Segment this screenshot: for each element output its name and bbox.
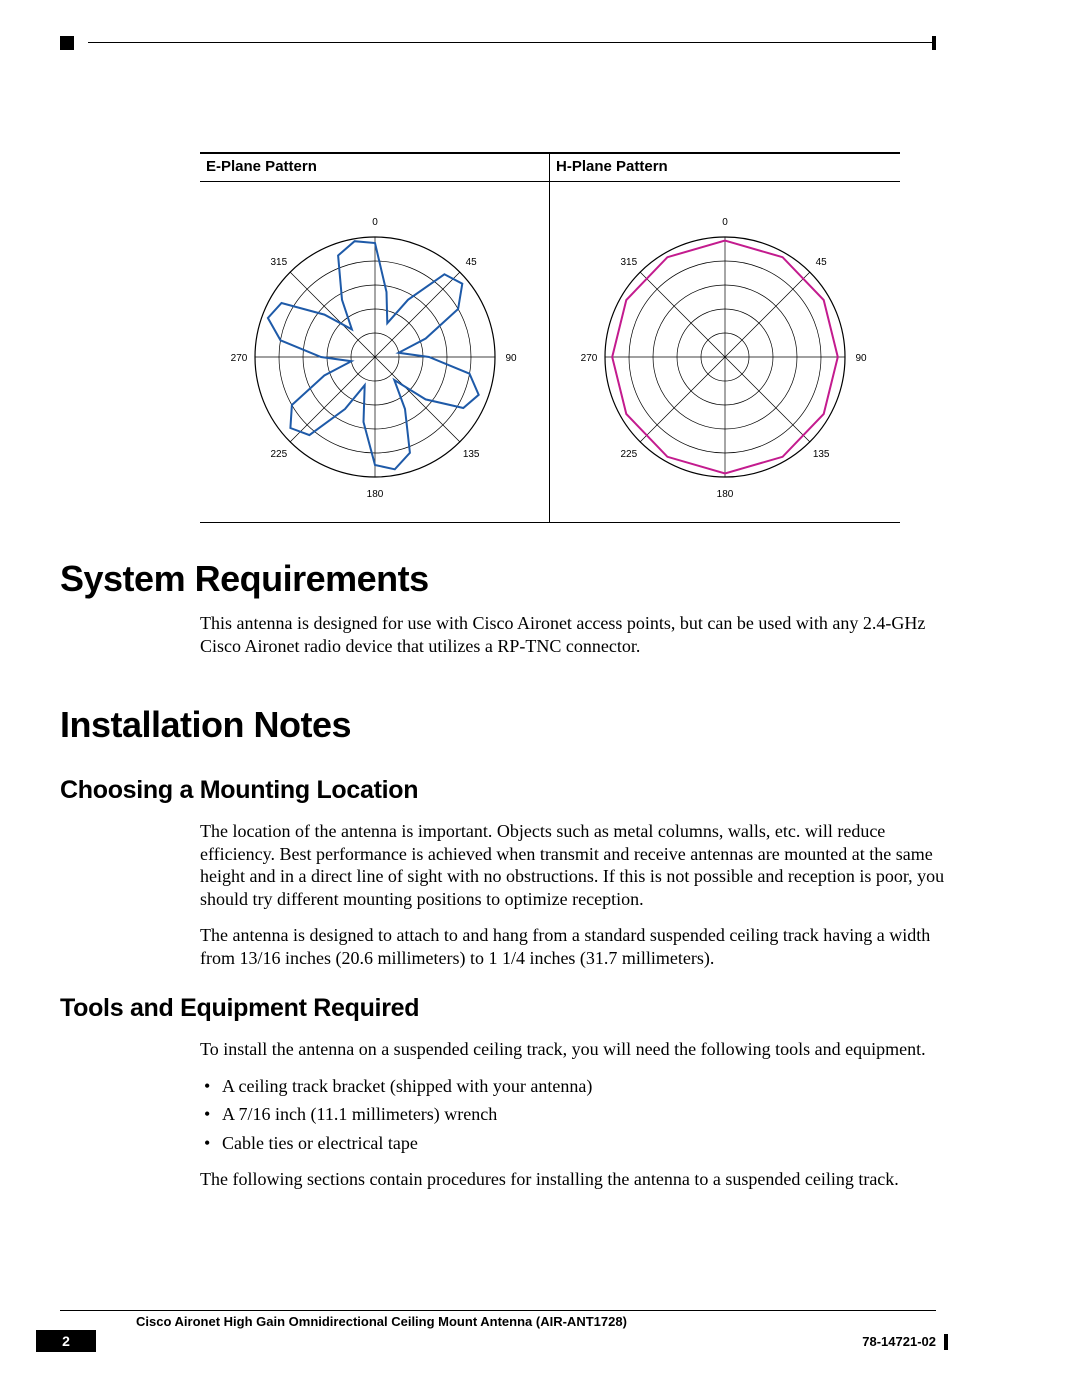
tools-body: To install the antenna on a suspended ce… <box>200 1038 960 1205</box>
svg-text:225: 225 <box>270 449 287 460</box>
svg-text:135: 135 <box>462 449 479 460</box>
svg-text:180: 180 <box>366 489 383 500</box>
pattern-table: E-Plane Pattern H-Plane Pattern 0 45 90 135… <box>200 152 900 523</box>
heading-mounting-location: Choosing a Mounting Location <box>60 776 418 805</box>
e-plane-header: E-Plane Pattern <box>200 154 550 181</box>
footer-docnum: 78-14721-02 <box>862 1334 936 1349</box>
footer: Cisco Aironet High Gain Omnidirectional … <box>60 1310 936 1356</box>
tools-list-item: A 7/16 inch (11.1 millimeters) wrench <box>200 1103 960 1126</box>
mounting-p1: The location of the antenna is important… <box>200 820 960 910</box>
heading-installation-notes: Installation Notes <box>60 704 351 746</box>
tools-outro: The following sections contain procedure… <box>200 1168 960 1191</box>
svg-text:270: 270 <box>581 353 598 364</box>
h-plane-chart: 0 45 90 135 180 225 270 315 <box>565 192 885 512</box>
sysreq-text: This antenna is designed for use with Ci… <box>200 612 960 657</box>
tools-list-item: A ceiling track bracket (shipped with yo… <box>200 1075 960 1098</box>
svg-text:270: 270 <box>230 353 247 364</box>
heading-tools: Tools and Equipment Required <box>60 994 419 1023</box>
page-number: 2 <box>36 1330 96 1352</box>
tools-list-item: Cable ties or electrical tape <box>200 1132 960 1155</box>
svg-text:180: 180 <box>717 489 734 500</box>
svg-text:315: 315 <box>270 257 287 268</box>
mounting-body: The location of the antenna is important… <box>200 820 960 983</box>
tools-intro: To install the antenna on a suspended ce… <box>200 1038 960 1061</box>
svg-text:135: 135 <box>813 449 830 460</box>
svg-text:225: 225 <box>620 449 637 460</box>
footer-tick <box>944 1334 948 1350</box>
svg-text:0: 0 <box>722 217 728 228</box>
heading-system-requirements: System Requirements <box>60 558 429 600</box>
mounting-p2: The antenna is designed to attach to and… <box>200 924 960 969</box>
crop-mark-tl <box>60 36 74 50</box>
svg-text:90: 90 <box>855 353 867 364</box>
sysreq-body: This antenna is designed for use with Ci… <box>200 612 960 671</box>
tools-list: A ceiling track bracket (shipped with yo… <box>200 1075 960 1155</box>
crop-mark-tr <box>932 36 936 50</box>
e-plane-chart: 0 45 90 135 180 225 270 315 <box>215 192 535 512</box>
h-plane-header: H-Plane Pattern <box>550 154 900 181</box>
footer-title: Cisco Aironet High Gain Omnidirectional … <box>136 1314 627 1329</box>
svg-text:45: 45 <box>465 257 477 268</box>
svg-text:0: 0 <box>372 217 378 228</box>
svg-text:315: 315 <box>620 257 637 268</box>
svg-text:45: 45 <box>816 257 828 268</box>
svg-text:90: 90 <box>505 353 517 364</box>
top-rule <box>88 42 936 43</box>
